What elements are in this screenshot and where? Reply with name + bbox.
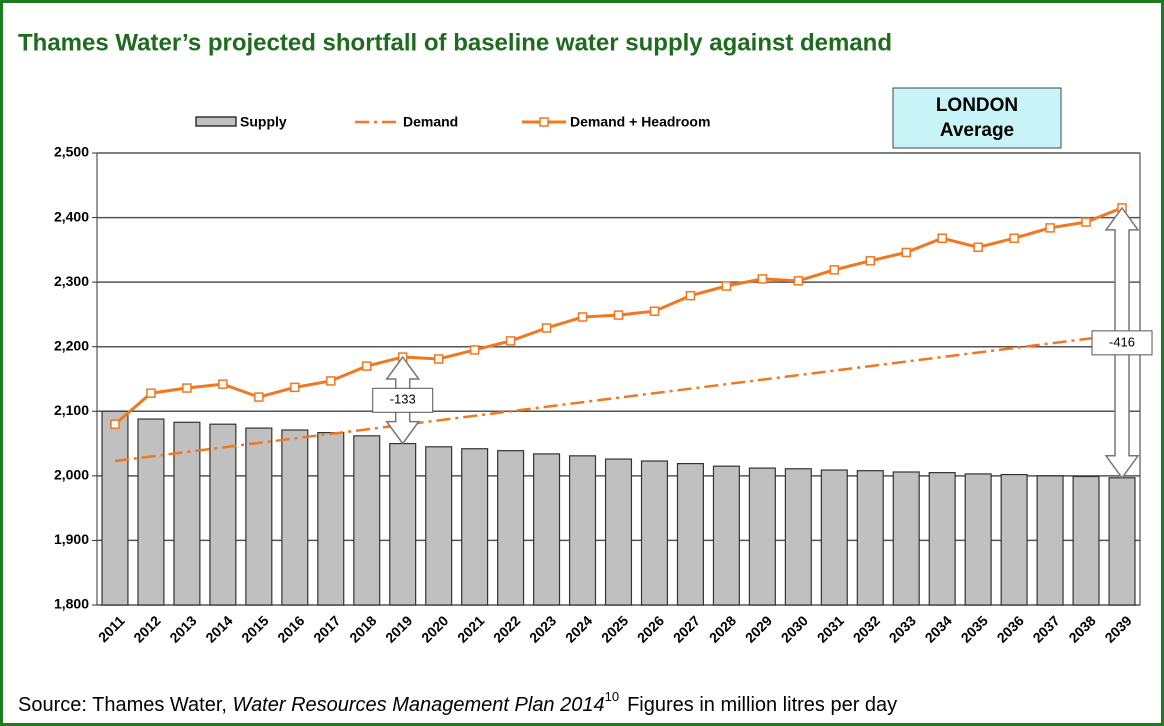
headroom-marker: [1009, 233, 1019, 243]
y-tick-label: 2,400: [54, 208, 89, 224]
y-tick-label: 1,900: [54, 531, 89, 547]
y-tick-label: 1,800: [54, 596, 89, 612]
bar: [281, 429, 309, 606]
bar: [209, 423, 237, 606]
bar: [1000, 473, 1028, 606]
headroom-marker: [326, 376, 336, 386]
demand-line: [114, 333, 1123, 463]
gap-label-box: [372, 387, 434, 413]
headroom-marker: [1045, 223, 1055, 233]
headroom-marker: [110, 419, 120, 429]
headroom-marker: [1081, 217, 1091, 227]
legend-marker: [539, 117, 549, 127]
bar: [568, 455, 597, 606]
bar: [892, 471, 920, 606]
bar: [317, 431, 345, 606]
bar: [389, 442, 417, 606]
source-text: Source: Thames Water,: [18, 694, 227, 716]
bar: [497, 450, 525, 606]
bar: [604, 458, 633, 606]
bar: [353, 435, 381, 606]
bar: [1072, 475, 1100, 606]
bar: [1108, 477, 1136, 606]
headroom-marker: [541, 323, 552, 333]
chart-title: Thames Water’s projected shortfall of ba…: [18, 29, 892, 56]
y-tick-label: 2,100: [54, 402, 89, 418]
bar: [425, 446, 453, 606]
y-tick-label: 2,300: [54, 273, 89, 289]
headroom-marker: [218, 379, 228, 389]
headroom-marker: [577, 312, 588, 322]
headroom-marker: [290, 382, 300, 393]
bar: [245, 427, 273, 606]
y-tick-label: 2,200: [54, 337, 89, 353]
headroom-marker: [757, 274, 768, 284]
region-label: LONDON: [936, 95, 1018, 116]
bar: [533, 453, 561, 606]
headroom-marker: [937, 233, 947, 243]
legend-label: Demand: [403, 114, 458, 130]
bar: [676, 462, 704, 606]
footnote: 10: [605, 689, 619, 704]
source-title: Water Resources Management Plan 2014: [233, 694, 605, 716]
headroom-marker: [433, 354, 444, 364]
bar: [1036, 475, 1064, 606]
headroom-marker: [901, 247, 911, 258]
y-tick-label: 2,000: [54, 467, 89, 483]
legend-swatch: [195, 116, 237, 127]
bar: [101, 410, 129, 606]
y-tick-label: 2,500: [54, 144, 89, 160]
headroom-marker: [469, 345, 480, 355]
gap-label-box: [1091, 330, 1153, 356]
headroom-marker: [721, 281, 732, 291]
region-box: [892, 87, 1062, 149]
bar: [820, 469, 848, 606]
headroom-marker: [254, 392, 264, 402]
headroom-marker: [685, 290, 696, 301]
bar: [712, 465, 740, 606]
bar: [928, 472, 956, 606]
bar: [856, 470, 884, 606]
headroom-marker: [182, 383, 192, 393]
source: Source: Thames Water, Water Resources Ma…: [18, 689, 897, 716]
headroom-marker: [973, 242, 983, 253]
legend-label: Demand + Headroom: [570, 114, 710, 130]
bar: [137, 418, 165, 606]
bar: [640, 460, 669, 606]
gap-label: -416: [1109, 334, 1135, 349]
legend-label: Supply: [240, 114, 287, 130]
headroom-marker: [865, 256, 876, 266]
region-label: Average: [940, 120, 1014, 141]
headroom-marker: [829, 265, 840, 275]
source-note: Figures in million litres per day: [627, 694, 897, 716]
headroom-marker: [146, 388, 156, 398]
bar: [748, 467, 776, 606]
headroom-marker: [793, 276, 804, 286]
bar: [784, 468, 812, 606]
bar: [461, 448, 489, 606]
headroom-marker: [649, 306, 660, 316]
headroom-marker: [613, 310, 624, 320]
headroom-marker: [505, 336, 516, 346]
gap-label: -133: [390, 392, 416, 407]
bar: [964, 473, 992, 606]
headroom-marker: [361, 361, 372, 371]
